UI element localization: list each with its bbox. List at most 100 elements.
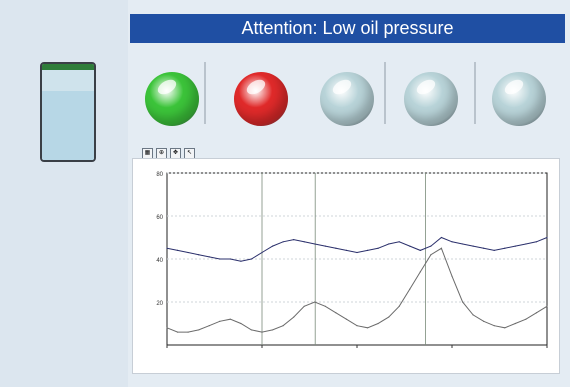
status-lamp-icon [145,72,199,126]
indicator-lamp-1 [135,58,209,140]
data-point [398,305,400,307]
data-point [514,322,516,325]
data-point [472,245,474,247]
data-point [525,318,527,320]
data-point [525,243,527,245]
data-point [324,305,326,307]
data-point [514,245,516,247]
data-point [250,329,253,331]
y-tick-label: 60 [156,215,163,221]
data-point [546,236,548,239]
divider [384,62,386,124]
data-point [335,312,337,314]
data-point [409,245,411,247]
data-point [440,247,443,249]
status-lamp-icon [234,72,288,126]
data-point [472,314,474,316]
data-point [261,331,263,333]
status-lamp-icon [320,72,374,126]
data-point [229,258,231,260]
data-point [303,241,305,243]
oil-tank-gauge [40,62,96,162]
y-tick-label: 80 [156,172,163,178]
indicator-lamp-4 [394,58,468,140]
indicator-lamp-3 [310,58,384,140]
data-point [229,318,231,320]
data-point [166,327,168,329]
data-point [451,241,453,243]
trend-chart: 80 60 40 20 [132,158,560,374]
data-point [546,305,548,307]
data-point [366,249,369,251]
data-point [356,325,358,327]
data-point [166,247,168,249]
data-point [187,331,189,333]
y-tick-label: 20 [156,301,163,307]
data-point [535,312,538,314]
data-point [176,249,179,251]
data-point [335,247,337,249]
data-point [314,243,316,245]
data-point [324,245,326,247]
data-point [493,325,495,327]
data-point [271,329,274,331]
status-lamp-icon [404,72,458,126]
left-panel [0,0,128,387]
status-lamp-icon [492,72,546,126]
data-point [208,256,210,258]
alarm-banner-text: Attention: Low oil pressure [241,18,454,38]
data-point [345,249,348,251]
data-point [293,316,295,318]
trend-chart-svg: 80 60 40 20 [156,172,548,348]
data-point [493,249,495,251]
data-point [208,325,210,327]
data-point [451,275,453,277]
data-point [293,239,295,241]
data-point [198,329,200,331]
divider [474,62,476,124]
divider [204,62,206,124]
data-point [345,318,348,320]
data-point [282,325,284,327]
data-point [250,258,253,260]
data-point [504,327,506,329]
data-point [419,249,421,251]
data-point [430,254,432,256]
data-point [314,301,316,303]
data-point [240,322,242,325]
data-point [261,251,263,254]
data-point [176,331,179,333]
data-point [419,271,421,273]
indicator-lamp-5 [482,58,556,140]
alarm-banner: Attention: Low oil pressure [130,14,565,43]
data-point [271,245,274,247]
data-point [219,258,221,260]
data-point [388,243,390,245]
data-point [409,288,411,290]
data-point [398,241,400,243]
data-point [483,320,485,322]
data-point [366,327,369,329]
data-point [303,305,305,307]
data-point [388,316,390,318]
data-point [240,260,242,262]
data-point [187,251,189,254]
tank-level-fill [42,90,94,160]
data-point [461,301,464,303]
data-point [377,322,379,325]
tank-cap [42,64,94,70]
data-point [440,236,443,239]
data-point [219,320,221,322]
y-tick-label: 40 [156,258,163,264]
indicator-lamp-2 [224,58,298,140]
data-point [504,247,506,249]
data-point [282,241,284,243]
data-point [461,243,464,245]
data-point [430,245,432,247]
data-point [377,247,379,249]
data-point [535,241,538,243]
data-point [483,247,485,249]
data-point [198,254,200,256]
data-point [356,251,358,254]
